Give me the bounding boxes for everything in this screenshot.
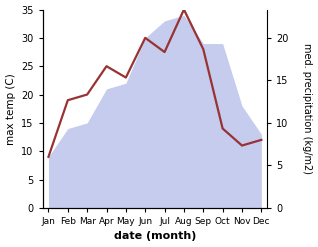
Y-axis label: med. precipitation (kg/m2): med. precipitation (kg/m2) bbox=[302, 43, 313, 174]
X-axis label: date (month): date (month) bbox=[114, 231, 196, 242]
Y-axis label: max temp (C): max temp (C) bbox=[5, 73, 16, 144]
